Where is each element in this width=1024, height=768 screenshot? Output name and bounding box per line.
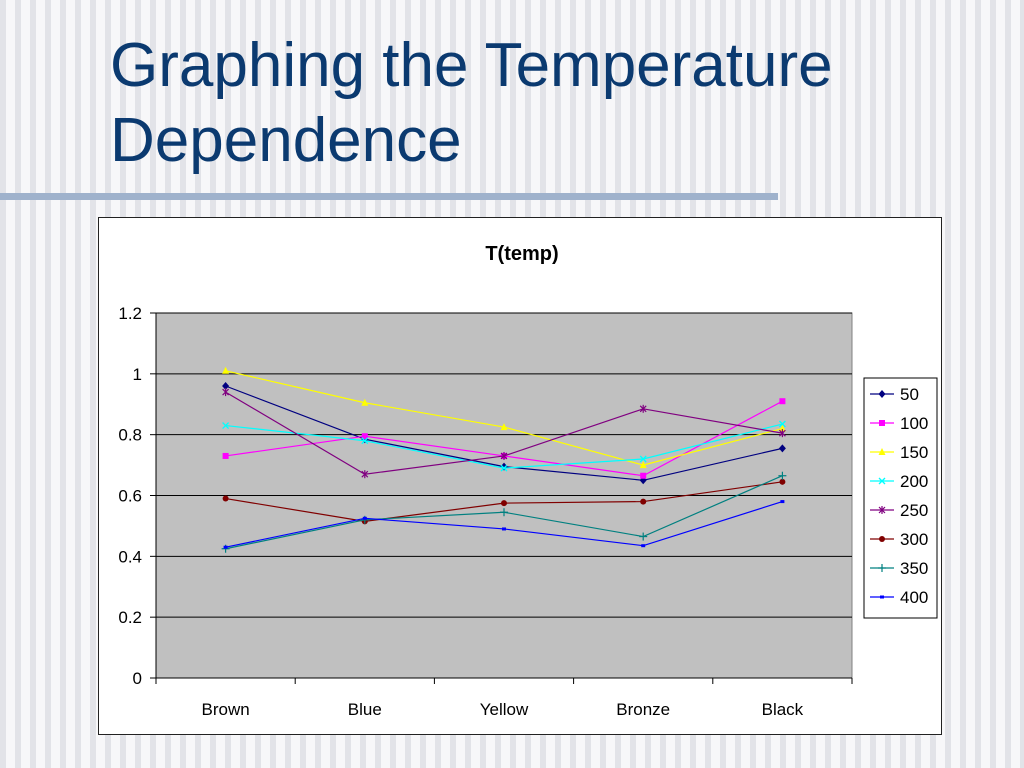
data-point [778,429,786,438]
data-point [779,478,786,485]
data-point [222,382,230,390]
x-category-label: Yellow [480,700,529,719]
data-point [361,437,369,445]
legend-label: 250 [900,501,928,520]
marker-stroke [222,422,230,430]
data-point [779,398,786,405]
plot-area: 0 0.2 0.4 0.6 0.8 1 1.2 Brown Blue Yellow Bronze Bl… [118,304,853,719]
y-tick-label: 1.2 [118,304,142,323]
marker-stroke [639,455,647,463]
data-point [639,404,647,413]
chart-title: T(temp) [485,243,558,265]
series-200 [222,420,786,472]
data-point [362,516,367,520]
data-point [639,532,648,541]
line-chart: T(temp) 0 0.2 0.4 0.6 0.8 1 1.2 Brown Blue Yellow… [118,243,938,719]
data-point [501,500,507,507]
marker-stroke [361,437,369,445]
y-tick-label: 0.8 [118,426,142,445]
legend-label: 50 [900,385,919,404]
data-point [361,433,368,440]
legend-label: 400 [900,588,928,607]
legend-label: 300 [900,530,928,549]
legend-item: 50 [870,385,919,404]
y-tick-label: 0.4 [118,547,142,566]
marker-stroke [778,420,786,428]
y-tick-label: 0.6 [118,487,142,506]
data-point [222,388,230,397]
data-point [639,461,647,469]
slide-title: Graphing the Temperature Dependence [110,28,1010,178]
slide-title-line-1: Graphing the Temperature [110,31,833,100]
x-category-label: Bronze [616,700,670,719]
data-point [361,470,369,479]
data-point [500,451,508,460]
legend-item: 100 [870,414,928,433]
data-point [500,508,508,517]
y-tick-label: 0.2 [118,608,142,627]
y-tick-label: 1 [133,365,142,384]
series-250 [222,388,786,479]
data-point [222,495,229,502]
data-point [361,398,369,406]
x-category-label: Blue [348,700,382,719]
x-category-label: Brown [202,700,250,719]
legend-item: 300 [870,530,928,549]
data-point [778,420,786,428]
y-tick-label: 0 [133,669,142,688]
legend-marker [878,477,886,485]
data-point [500,423,508,431]
slide-title-line-2: Dependence [110,106,462,175]
chart-legend: 50 100 150 200 250 300 350 400 [863,377,938,619]
legend-marker [878,564,886,572]
legend-marker [878,448,886,455]
legend-box [863,377,938,619]
data-point [502,527,506,531]
data-point [223,545,228,549]
chart-container: T(temp) 0 0.2 0.4 0.6 0.8 1 1.2 Brown Blue Yellow… [98,217,942,735]
data-point [641,544,646,548]
legend-label: 200 [900,472,928,491]
data-point [778,471,787,480]
data-point [500,464,508,472]
data-point [222,452,229,459]
data-point [500,462,508,471]
legend-marker [879,536,885,542]
data-point [778,424,786,432]
legend-item: 400 [870,588,928,607]
legend-item: 150 [870,443,928,462]
data-point [639,455,647,463]
x-category-label: Black [762,700,804,719]
legend-label: 100 [900,414,928,433]
legend-marker [879,420,885,426]
legend-marker [878,506,886,514]
data-point [780,500,785,504]
data-point [222,422,230,430]
legend-label: 350 [900,559,928,578]
title-divider [0,193,778,200]
legend-item: 200 [870,472,928,491]
series-150 [222,366,786,469]
data-point [222,366,230,374]
legend-item: 250 [870,501,928,520]
series-400 [223,500,785,549]
legend-marker [880,595,884,599]
legend-item: 350 [870,559,928,578]
data-point [778,444,786,453]
marker-stroke [878,477,886,485]
data-point [640,472,647,479]
data-point [640,498,647,505]
marker-stroke [500,464,508,472]
legend-label: 150 [900,443,928,462]
legend-marker [878,390,886,398]
